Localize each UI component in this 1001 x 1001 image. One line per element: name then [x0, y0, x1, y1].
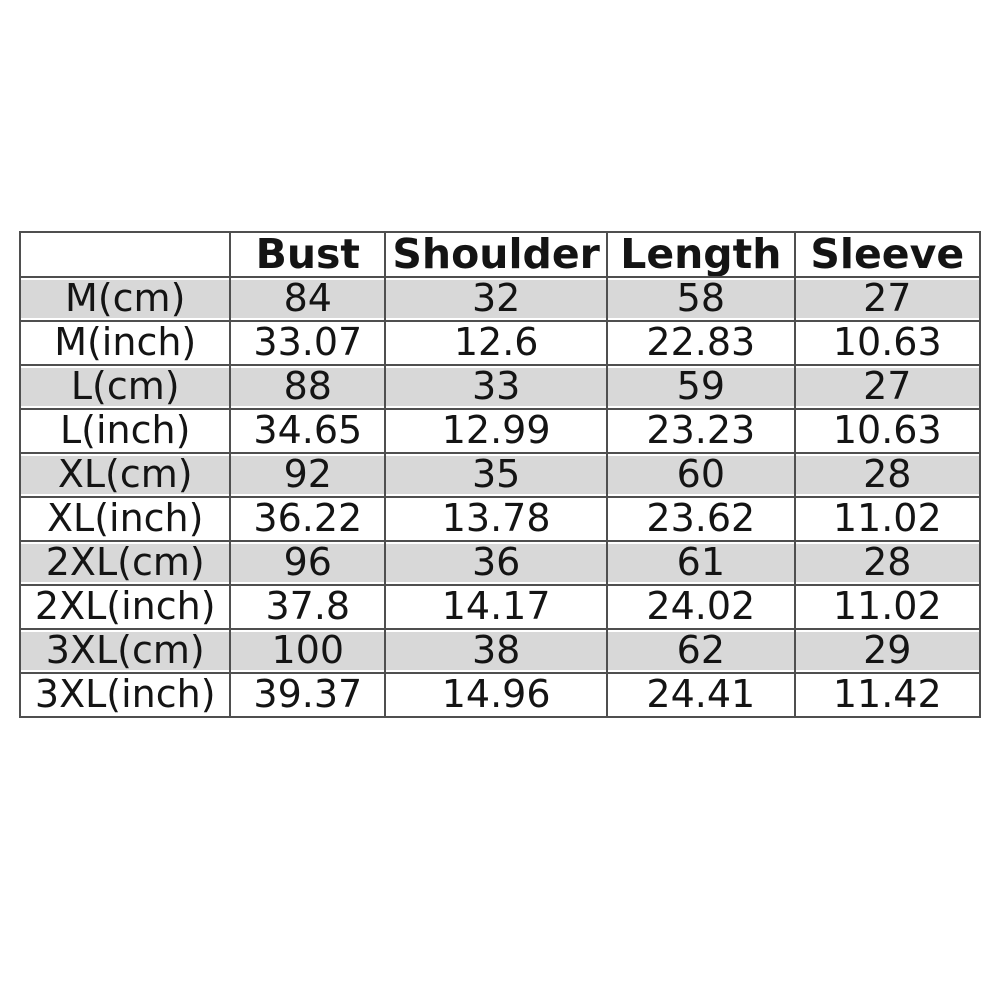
- value-cell: 36.22: [229, 496, 387, 543]
- value-cell: 12.6: [384, 320, 609, 367]
- value-cell: 24.41: [606, 672, 796, 719]
- table-row: 2XL(cm) 96 36 61 28: [18, 540, 982, 587]
- value-cell: 10.63: [793, 408, 982, 455]
- value-cell: 11.42: [793, 672, 982, 719]
- table-row: L(inch) 34.65 12.99 23.23 10.63: [18, 408, 982, 455]
- value-cell: 22.83: [606, 320, 796, 367]
- row-label: M(cm): [18, 276, 232, 323]
- value-cell: 36: [384, 540, 609, 587]
- header-cell-sleeve: Sleeve: [793, 230, 982, 279]
- value-cell: 96: [229, 540, 387, 587]
- value-cell: 60: [606, 452, 796, 499]
- value-cell: 14.96: [384, 672, 609, 719]
- size-chart-header-row: Bust Shoulder Length Sleeve: [18, 230, 982, 279]
- table-row: 3XL(cm) 100 38 62 29: [18, 628, 982, 675]
- value-cell: 100: [229, 628, 387, 675]
- value-cell: 23.23: [606, 408, 796, 455]
- value-cell: 33: [384, 364, 609, 411]
- header-cell-empty: [18, 230, 232, 279]
- value-cell: 33.07: [229, 320, 387, 367]
- value-cell: 84: [229, 276, 387, 323]
- value-cell: 24.02: [606, 584, 796, 631]
- value-cell: 35: [384, 452, 609, 499]
- size-chart-table: Bust Shoulder Length Sleeve M(cm) 84 32 58 2…: [18, 230, 982, 719]
- value-cell: 27: [793, 364, 982, 411]
- value-cell: 28: [793, 540, 982, 587]
- table-row: M(cm) 84 32 58 27: [18, 276, 982, 323]
- value-cell: 13.78: [384, 496, 609, 543]
- value-cell: 14.17: [384, 584, 609, 631]
- value-cell: 29: [793, 628, 982, 675]
- header-cell-bust: Bust: [229, 230, 387, 279]
- value-cell: 34.65: [229, 408, 387, 455]
- value-cell: 28: [793, 452, 982, 499]
- row-label: XL(cm): [18, 452, 232, 499]
- value-cell: 32: [384, 276, 609, 323]
- table-row: M(inch) 33.07 12.6 22.83 10.63: [18, 320, 982, 367]
- value-cell: 38: [384, 628, 609, 675]
- value-cell: 39.37: [229, 672, 387, 719]
- value-cell: 37.8: [229, 584, 387, 631]
- header-cell-length: Length: [606, 230, 796, 279]
- value-cell: 62: [606, 628, 796, 675]
- value-cell: 27: [793, 276, 982, 323]
- row-label: L(inch): [18, 408, 232, 455]
- row-label: 2XL(inch): [18, 584, 232, 631]
- value-cell: 10.63: [793, 320, 982, 367]
- row-label: L(cm): [18, 364, 232, 411]
- row-label: 3XL(inch): [18, 672, 232, 719]
- header-cell-shoulder: Shoulder: [384, 230, 609, 279]
- value-cell: 23.62: [606, 496, 796, 543]
- value-cell: 92: [229, 452, 387, 499]
- value-cell: 12.99: [384, 408, 609, 455]
- value-cell: 61: [606, 540, 796, 587]
- table-row: XL(cm) 92 35 60 28: [18, 452, 982, 499]
- value-cell: 59: [606, 364, 796, 411]
- table-row: 2XL(inch) 37.8 14.17 24.02 11.02: [18, 584, 982, 631]
- table-row: 3XL(inch) 39.37 14.96 24.41 11.42: [18, 672, 982, 719]
- table-row: L(cm) 88 33 59 27: [18, 364, 982, 411]
- table-row: XL(inch) 36.22 13.78 23.62 11.02: [18, 496, 982, 543]
- row-label: XL(inch): [18, 496, 232, 543]
- row-label: 2XL(cm): [18, 540, 232, 587]
- value-cell: 11.02: [793, 496, 982, 543]
- row-label: 3XL(cm): [18, 628, 232, 675]
- row-label: M(inch): [18, 320, 232, 367]
- value-cell: 58: [606, 276, 796, 323]
- value-cell: 11.02: [793, 584, 982, 631]
- value-cell: 88: [229, 364, 387, 411]
